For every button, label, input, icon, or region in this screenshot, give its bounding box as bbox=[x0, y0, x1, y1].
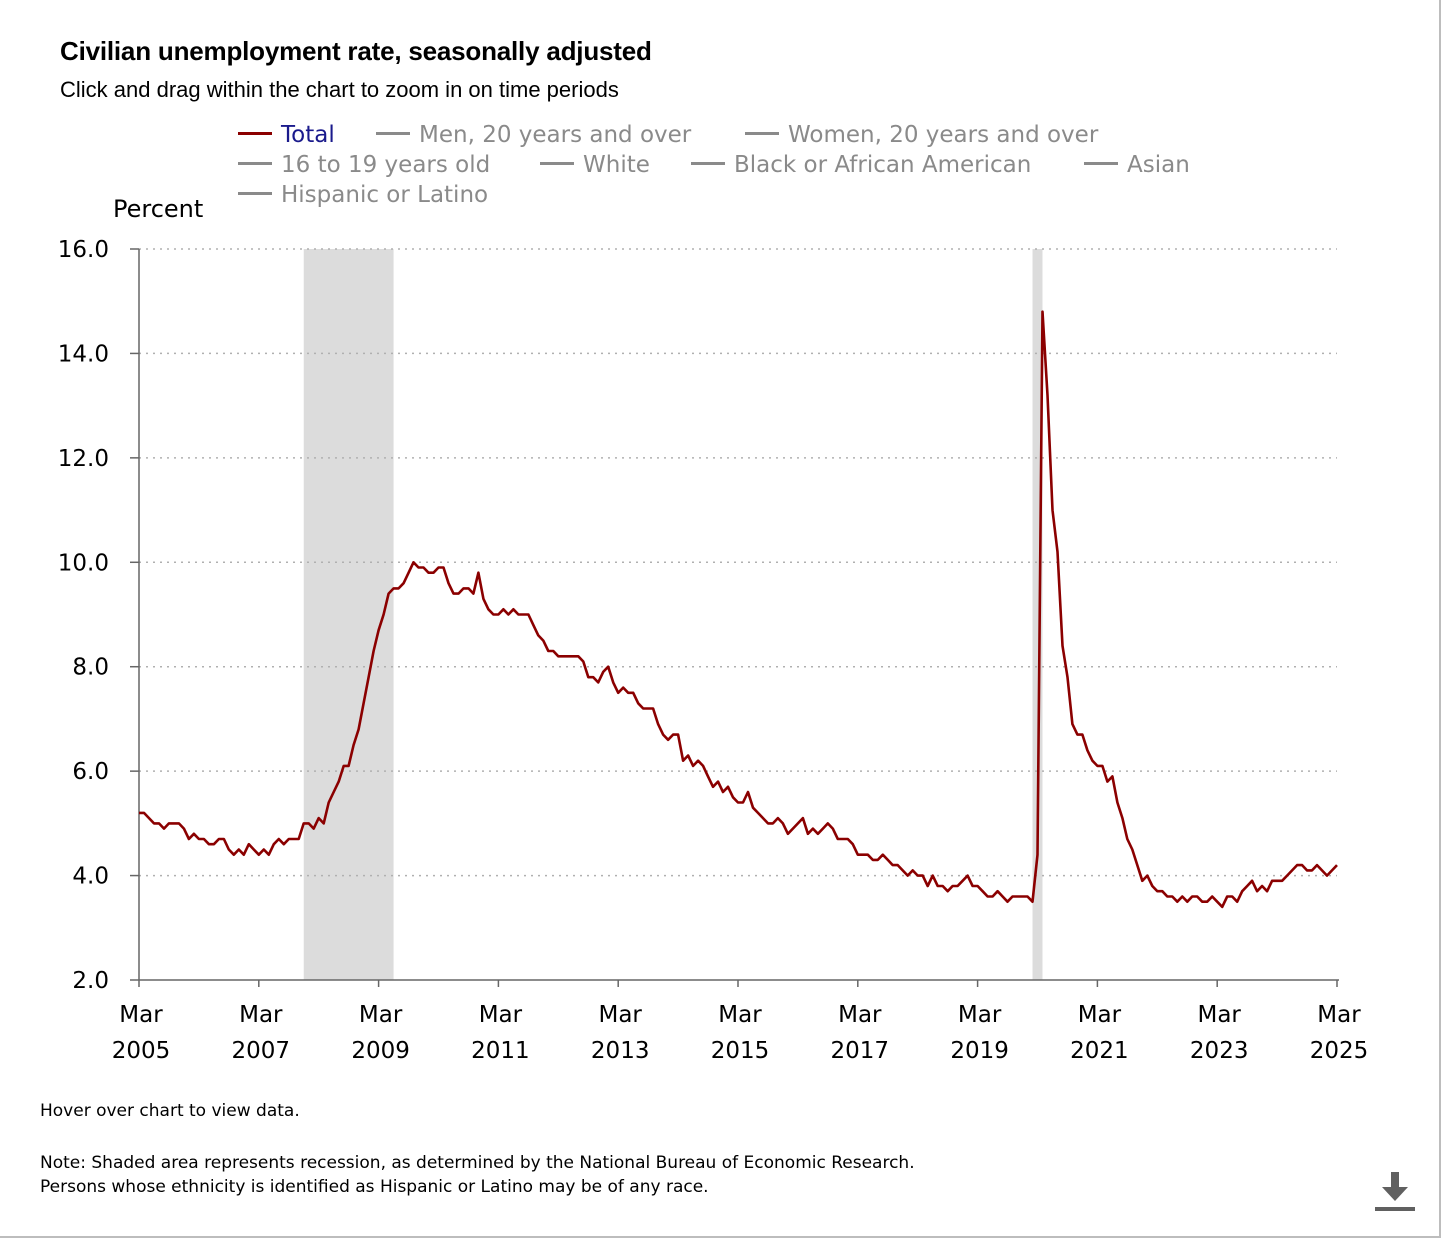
x-tick-label-year: 2017 bbox=[831, 1038, 890, 1064]
y-tick-label: 10.0 bbox=[58, 550, 109, 576]
legend-item-women[interactable]: Women, 20 years and over bbox=[745, 122, 1098, 148]
x-tick-label-month: Mar bbox=[479, 1002, 523, 1028]
x-tick-label-month: Mar bbox=[359, 1002, 403, 1028]
x-tick-label-month: Mar bbox=[1317, 1002, 1361, 1028]
y-tick-label: 16.0 bbox=[58, 237, 109, 263]
hover-note: Hover over chart to view data. bbox=[40, 1101, 300, 1121]
x-tick-label-month: Mar bbox=[1078, 1002, 1122, 1028]
x-tick-label-year: 2015 bbox=[711, 1038, 770, 1064]
x-tick-label-year: 2007 bbox=[232, 1038, 291, 1064]
recession-band bbox=[303, 249, 394, 980]
chart-title: Civilian unemployment rate, seasonally a… bbox=[60, 36, 652, 66]
x-tick-label-year: 2021 bbox=[1070, 1038, 1129, 1064]
x-tick-label-year: 2009 bbox=[351, 1038, 410, 1064]
legend-item-asian[interactable]: Asian bbox=[1084, 152, 1190, 178]
legend-label: Black or African American bbox=[734, 152, 1032, 178]
legend-line-icon bbox=[540, 162, 574, 165]
legend-label: 16 to 19 years old bbox=[281, 152, 491, 178]
chart-subtitle: Click and drag within the chart to zoom … bbox=[60, 77, 619, 102]
legend-line-icon bbox=[1084, 162, 1118, 165]
y-tick-label: 4.0 bbox=[72, 864, 109, 890]
x-tick-label-month: Mar bbox=[958, 1002, 1002, 1028]
legend-label: Total bbox=[281, 122, 335, 148]
legend-item-white[interactable]: White bbox=[540, 152, 650, 178]
legend-label: Women, 20 years and over bbox=[788, 122, 1099, 148]
y-axis-label: Percent bbox=[113, 195, 204, 223]
x-tick-label-year: 2005 bbox=[112, 1038, 171, 1064]
x-tick-label-year: 2011 bbox=[471, 1038, 530, 1064]
x-tick-label-year: 2023 bbox=[1190, 1038, 1249, 1064]
legend-label: Men, 20 years and over bbox=[419, 122, 692, 148]
download-icon[interactable] bbox=[1372, 1168, 1418, 1214]
x-tick-label-year: 2025 bbox=[1310, 1038, 1369, 1064]
y-tick-label: 8.0 bbox=[72, 655, 109, 681]
y-tick-label: 2.0 bbox=[72, 968, 109, 994]
recession-band bbox=[1032, 249, 1043, 980]
legend-item-men[interactable]: Men, 20 years and over bbox=[376, 122, 691, 148]
y-tick-label: 14.0 bbox=[58, 341, 109, 367]
note-line-2: Persons whose ethnicity is identified as… bbox=[40, 1177, 709, 1197]
x-tick-label-month: Mar bbox=[838, 1002, 882, 1028]
y-tick-label: 12.0 bbox=[58, 446, 109, 472]
legend-item-black[interactable]: Black or African American bbox=[691, 152, 1031, 178]
x-tick-label-month: Mar bbox=[119, 1002, 163, 1028]
legend-line-icon bbox=[376, 132, 410, 135]
legend-line-icon bbox=[238, 192, 272, 195]
x-tick-label-month: Mar bbox=[239, 1002, 283, 1028]
legend-line-icon bbox=[238, 132, 272, 135]
x-tick-label-month: Mar bbox=[718, 1002, 762, 1028]
y-tick-label: 6.0 bbox=[72, 759, 109, 785]
x-tick-label-month: Mar bbox=[598, 1002, 642, 1028]
legend-item-teens[interactable]: 16 to 19 years old bbox=[238, 152, 490, 178]
legend-item-hispanic[interactable]: Hispanic or Latino bbox=[238, 182, 488, 208]
legend-label: Hispanic or Latino bbox=[281, 182, 489, 208]
legend-label: White bbox=[583, 152, 650, 178]
line-chart[interactable]: 16.0 14.0 12.0 10.0 8.0 6.0 4.0 2.0 Mar 2005 Mar 20… bbox=[0, 0, 1445, 1090]
legend-line-icon bbox=[238, 162, 272, 165]
legend-line-icon bbox=[745, 132, 779, 135]
legend-item-total[interactable]: Total bbox=[238, 122, 335, 148]
x-tick-label-year: 2019 bbox=[950, 1038, 1009, 1064]
x-tick-label-year: 2013 bbox=[591, 1038, 650, 1064]
x-tick-label-month: Mar bbox=[1197, 1002, 1241, 1028]
note-line-1: Note: Shaded area represents recession, … bbox=[40, 1153, 915, 1173]
series-line-total bbox=[139, 310, 1338, 909]
note: Note: Shaded area represents recession, … bbox=[40, 1151, 915, 1199]
legend-label: Asian bbox=[1127, 152, 1190, 178]
legend-line-icon bbox=[691, 162, 725, 165]
